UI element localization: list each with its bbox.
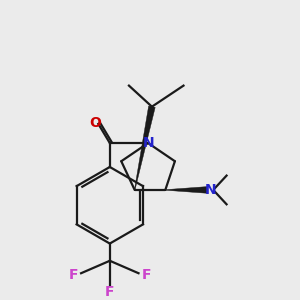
Text: O: O: [89, 116, 101, 130]
Text: F: F: [69, 268, 78, 282]
Polygon shape: [134, 106, 155, 190]
Polygon shape: [165, 187, 207, 193]
Text: F: F: [141, 268, 151, 282]
Text: N: N: [205, 183, 216, 197]
Text: N: N: [142, 136, 154, 150]
Text: F: F: [105, 285, 115, 299]
